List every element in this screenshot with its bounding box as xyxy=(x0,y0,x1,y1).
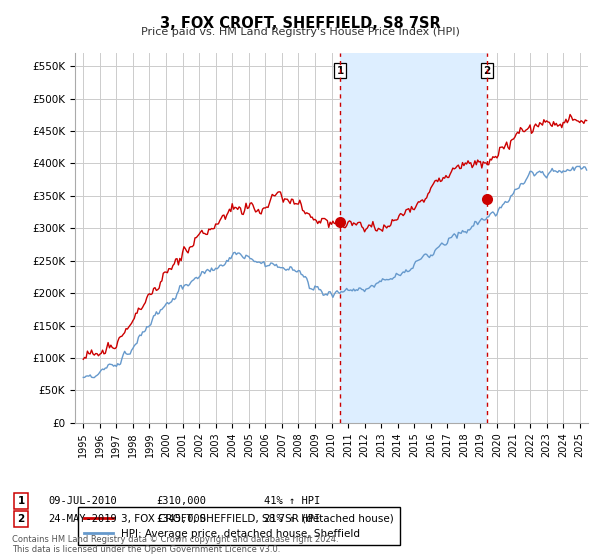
Text: £310,000: £310,000 xyxy=(156,496,206,506)
Text: 1: 1 xyxy=(17,496,25,506)
Text: 3, FOX CROFT, SHEFFIELD, S8 7SR: 3, FOX CROFT, SHEFFIELD, S8 7SR xyxy=(160,16,440,31)
Text: 24-MAY-2019: 24-MAY-2019 xyxy=(48,514,117,524)
Bar xyxy=(340,53,487,423)
Text: £345,000: £345,000 xyxy=(156,514,206,524)
Text: 1: 1 xyxy=(337,66,344,76)
Text: 2: 2 xyxy=(483,66,491,76)
Text: 21% ↑ HPI: 21% ↑ HPI xyxy=(264,514,320,524)
Text: Price paid vs. HM Land Registry's House Price Index (HPI): Price paid vs. HM Land Registry's House … xyxy=(140,27,460,37)
Text: 2: 2 xyxy=(17,514,25,524)
Text: 09-JUL-2010: 09-JUL-2010 xyxy=(48,496,117,506)
Legend: 3, FOX CROFT, SHEFFIELD, S8 7SR (detached house), HPI: Average price, detached h: 3, FOX CROFT, SHEFFIELD, S8 7SR (detache… xyxy=(77,507,400,545)
Text: Contains HM Land Registry data © Crown copyright and database right 2024.
This d: Contains HM Land Registry data © Crown c… xyxy=(12,535,338,554)
Text: 41% ↑ HPI: 41% ↑ HPI xyxy=(264,496,320,506)
